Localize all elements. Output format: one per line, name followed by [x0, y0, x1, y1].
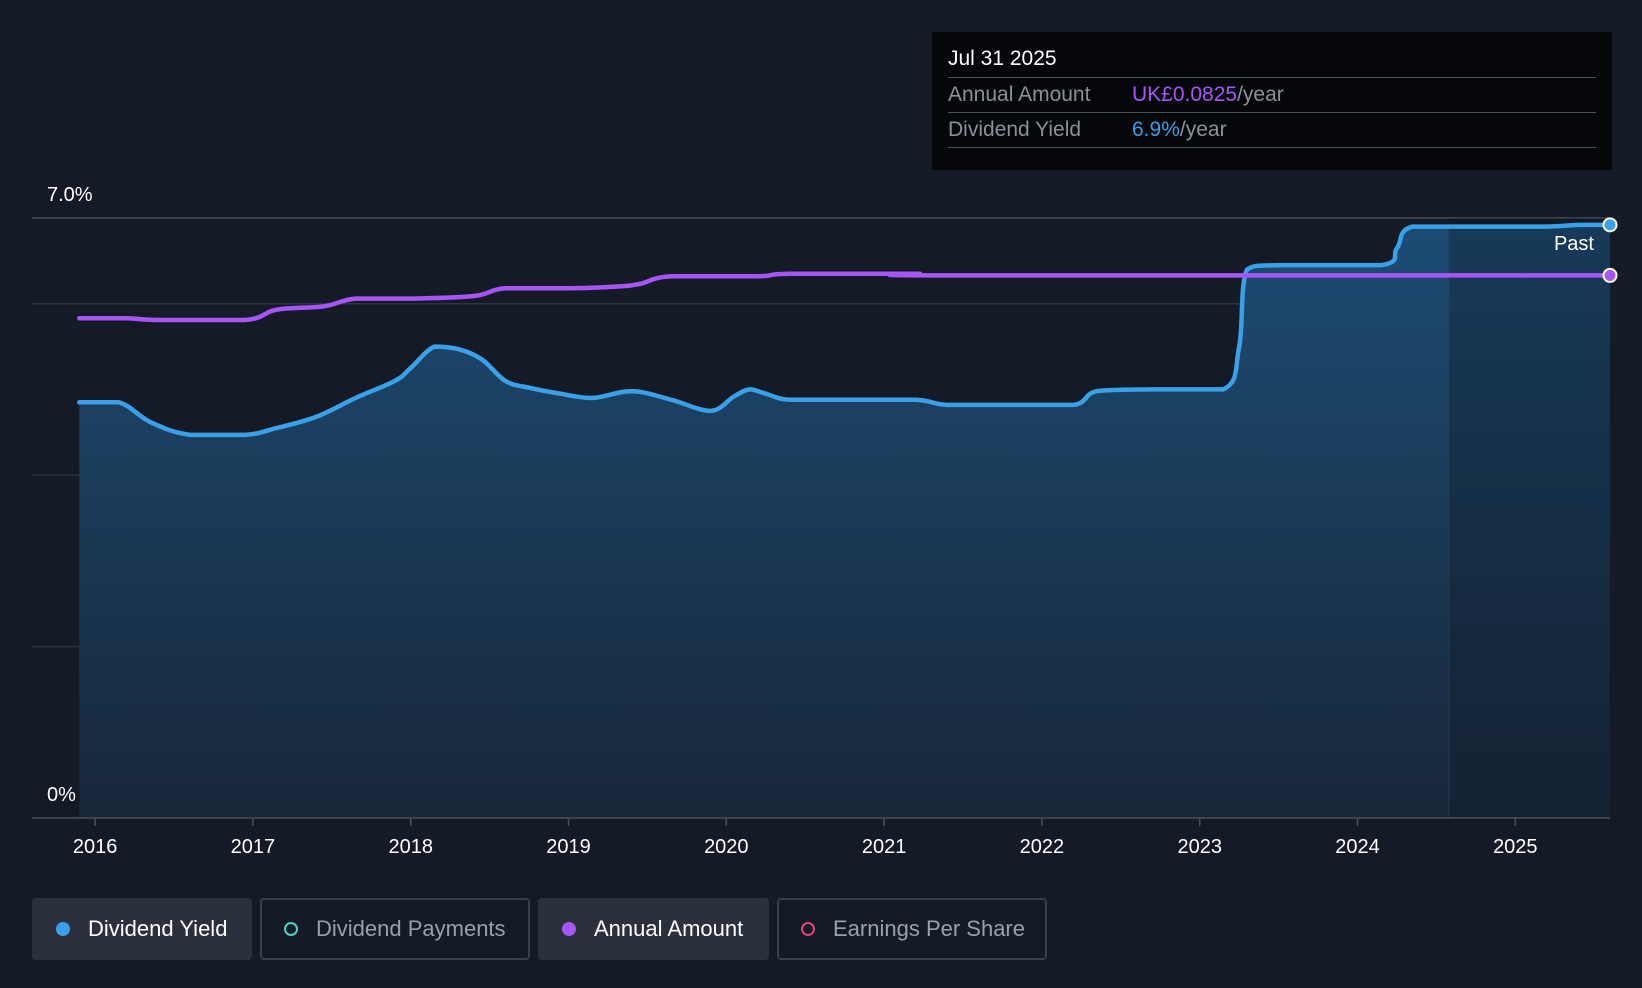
dividend-yield-dot-icon: [56, 922, 70, 936]
axis-layer: 2016 2017 2018 2019 2020 2021 2022 2023 2024 2025: [32, 817, 1610, 858]
line-layer: [77, 217, 1618, 438]
earnings-per-share-ring-icon: [801, 922, 815, 936]
past-region-shade: [1449, 218, 1610, 818]
dividend-payments-ring-icon: [284, 922, 298, 936]
legend-dividend-yield-label: Dividend Yield: [88, 916, 228, 941]
past-label: Past: [1554, 233, 1594, 255]
dividend-yield-area: [79, 224, 1610, 818]
x-tick-label: 2025: [1493, 836, 1538, 858]
tooltip-dividend-yield-label: Dividend Yield: [948, 118, 1082, 141]
tooltip-panel: Jul 31 2025 Annual Amount UK£0.0825 /yea…: [932, 32, 1612, 170]
tooltip-dividend-yield-value: 6.9%: [1132, 118, 1180, 141]
tooltip-row-annual-amount: Annual Amount UK£0.0825 /year: [948, 78, 1596, 113]
x-tick-label: 2017: [231, 836, 276, 858]
legend-annual-amount-label: Annual Amount: [594, 916, 744, 941]
x-tick-label: 2021: [862, 836, 907, 858]
legend-dividend-payments-label: Dividend Payments: [316, 916, 506, 941]
tooltip-annual-amount-label: Annual Amount: [948, 83, 1091, 106]
annual-amount-end-marker: [1602, 267, 1618, 283]
tooltip-dividend-yield-unit: /year: [1179, 118, 1227, 141]
tooltip-row-dividend-yield: Dividend Yield 6.9% /year: [948, 113, 1596, 148]
x-tick-label: 2022: [1020, 836, 1065, 858]
dividend-yield-line: [77, 222, 1613, 438]
legend-earnings-per-share-label: Earnings Per Share: [833, 916, 1025, 941]
x-tick-label: 2016: [73, 836, 118, 858]
x-tick-label: 2023: [1177, 836, 1222, 858]
area-layer: [79, 224, 1610, 818]
x-tick-label: 2020: [704, 836, 749, 858]
y-tick-label-bottom: 0%: [47, 784, 76, 806]
x-tick-label: 2019: [546, 836, 591, 858]
legend-dividend-yield-button[interactable]: Dividend Yield: [32, 898, 252, 960]
legend-earnings-per-share-button[interactable]: Earnings Per Share: [777, 898, 1047, 960]
y-tick-label-top: 7.0%: [47, 184, 93, 206]
tooltip-annual-amount-unit: /year: [1237, 83, 1284, 106]
x-tick-label: 2024: [1335, 836, 1380, 858]
dividend-yield-end-marker: [1602, 217, 1618, 233]
annual-amount-dot-icon: [562, 922, 576, 936]
tooltip-date: Jul 31 2025: [948, 44, 1596, 78]
legend-dividend-payments-button[interactable]: Dividend Payments: [260, 898, 530, 960]
annual-amount-line: [77, 271, 1613, 323]
x-tick-label: 2018: [388, 836, 433, 858]
legend-annual-amount-button[interactable]: Annual Amount: [538, 898, 769, 960]
tooltip-annual-amount-value: UK£0.0825: [1132, 83, 1238, 106]
